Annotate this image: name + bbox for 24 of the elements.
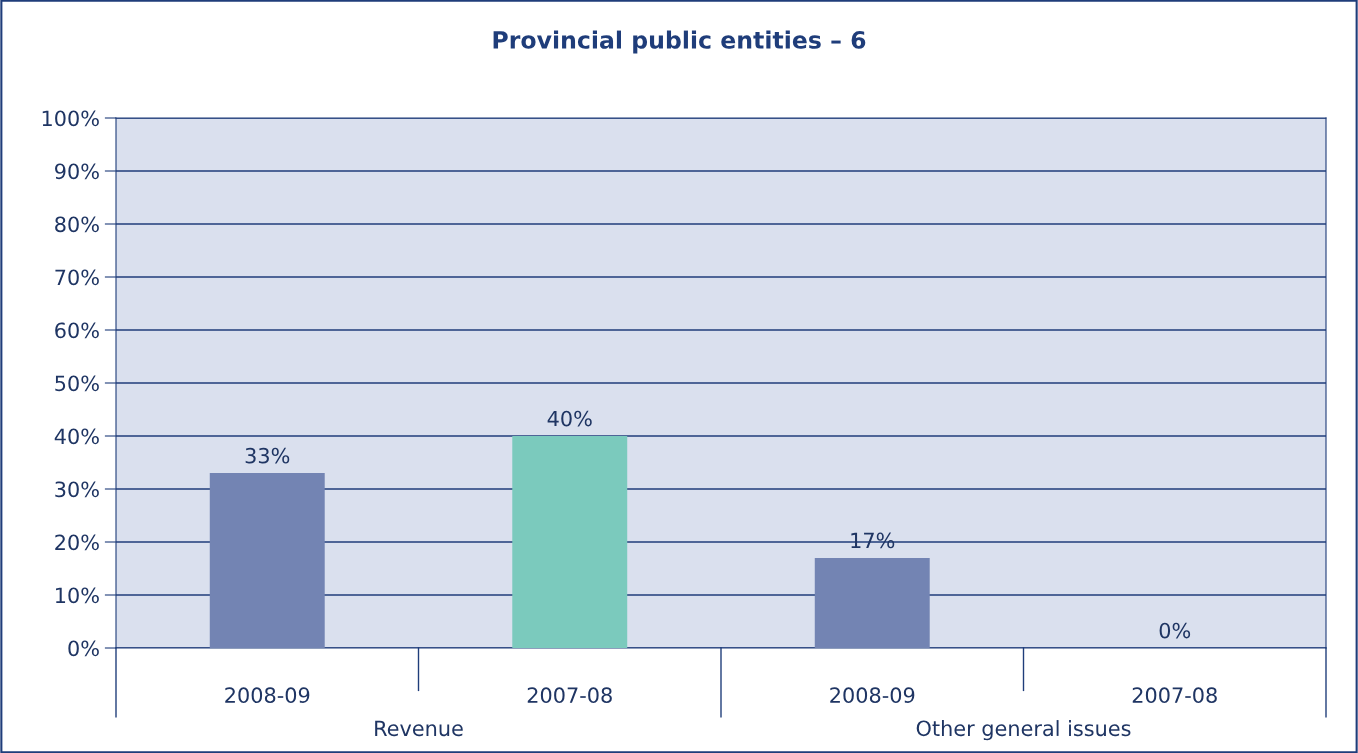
data-label: 40% [547,410,592,427]
x-tick-label: 2008-09 [225,687,310,704]
data-label: 0% [1159,622,1191,639]
x-tick-label: 2008-09 [830,687,915,704]
y-tick-label: 90% [55,163,99,180]
y-tick-label: 10% [56,587,99,604]
y-tick-label: 20% [55,534,99,551]
data-label: 33% [245,447,290,464]
bar [512,436,628,648]
y-tick-label: 60% [55,322,99,339]
x-tick-label: 2007-08 [1132,687,1217,704]
y-tick-label: 50% [55,375,99,392]
y-tick-label: 30% [55,481,99,498]
bar [209,473,325,648]
text: Revenue [375,720,463,737]
chart-title: Provincial public entities – 6 [493,30,866,54]
y-tick-label: 40% [54,428,99,445]
x-tick-label: 2007-08 [527,687,612,704]
bar [814,557,930,648]
y-tick-label: 0% [68,640,99,657]
y-tick-label: 70% [55,269,99,286]
y-tick-label: 80% [55,216,99,233]
y-tick-label: 100% [42,110,99,127]
text: Other general issues [916,720,1131,741]
